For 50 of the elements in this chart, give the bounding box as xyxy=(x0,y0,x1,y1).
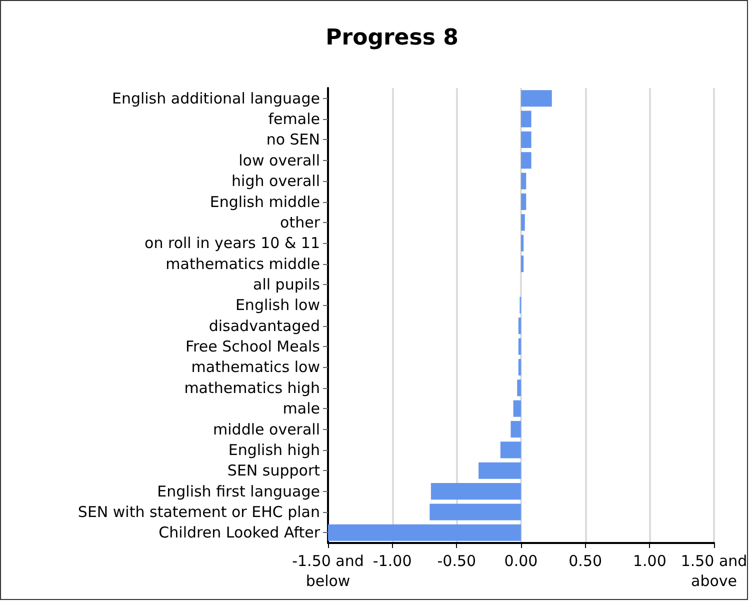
bar xyxy=(500,442,521,458)
bar xyxy=(521,110,532,128)
bar xyxy=(521,193,526,210)
y-tick-label: low overall xyxy=(238,151,320,170)
y-tick-label: female xyxy=(268,110,320,128)
y-tick-label: high overall xyxy=(232,172,320,190)
y-tick-label: male xyxy=(282,400,320,418)
x-tick-label: 0.50 xyxy=(568,552,602,570)
x-tick-label: 1.00 xyxy=(632,552,666,570)
bar xyxy=(521,172,526,190)
bar xyxy=(518,358,521,376)
x-tick-label: 0.00 xyxy=(504,552,538,570)
bar xyxy=(513,400,521,417)
y-tick-label: English first language xyxy=(157,482,320,500)
y-tick-label: SEN support xyxy=(227,462,320,480)
y-tick-label: other xyxy=(280,213,321,232)
y-tick-label: Free School Meals xyxy=(185,338,320,356)
bar xyxy=(517,380,521,396)
y-tick-label: on roll in years 10 & 11 xyxy=(144,234,320,252)
x-tick-label: -1.00 xyxy=(372,552,412,570)
bar xyxy=(478,462,521,479)
x-tick-label: -0.50 xyxy=(437,552,476,570)
bar xyxy=(521,152,532,169)
bar xyxy=(521,256,524,272)
bar xyxy=(521,131,532,148)
y-tick-label: English high xyxy=(228,440,320,459)
y-tick-label: all pupils xyxy=(253,275,320,294)
bar xyxy=(521,90,552,107)
y-tick-label: mathematics high xyxy=(184,378,320,397)
bar xyxy=(510,420,521,438)
bar xyxy=(430,504,521,520)
y-tick-label: Children Looked After xyxy=(158,524,321,542)
y-tick-label: mathematics middle xyxy=(166,254,320,273)
x-tick-label: 1.50 and above xyxy=(680,552,748,590)
y-tick-label: English middle xyxy=(210,192,320,211)
bar xyxy=(521,214,525,231)
y-tick-label: SEN with statement or EHC plan xyxy=(78,502,320,521)
y-tick-label: disadvantaged xyxy=(208,316,320,335)
bar xyxy=(518,338,521,355)
y-tick-label: English additional language xyxy=(112,89,320,108)
x-tick-label: -1.50 and below xyxy=(292,552,364,590)
bar xyxy=(430,483,521,500)
y-tick-label: middle overall xyxy=(213,420,320,438)
bar xyxy=(328,524,521,541)
y-tick-label: mathematics low xyxy=(191,358,320,376)
bar xyxy=(521,234,524,252)
chart-title: Progress 8 xyxy=(326,26,458,50)
y-tick-label: English low xyxy=(235,296,320,314)
bar xyxy=(518,318,521,334)
y-tick-label: no SEN xyxy=(266,130,320,149)
